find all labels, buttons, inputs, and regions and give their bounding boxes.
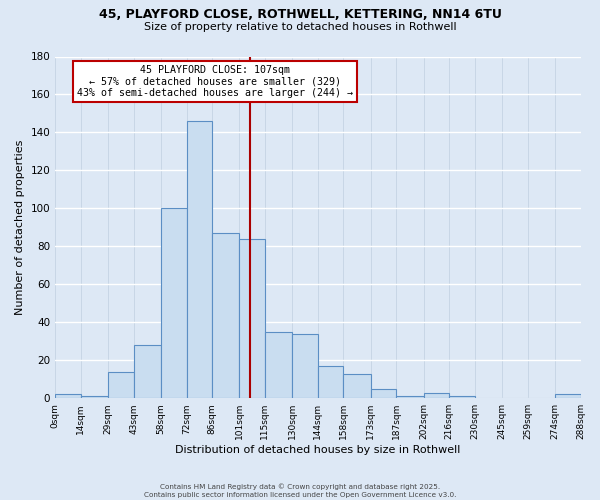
Bar — [81, 396, 108, 398]
Bar — [371, 388, 396, 398]
Bar — [187, 121, 212, 398]
Bar — [343, 374, 371, 398]
X-axis label: Distribution of detached houses by size in Rothwell: Distribution of detached houses by size … — [175, 445, 461, 455]
Bar — [449, 396, 475, 398]
Bar — [161, 208, 187, 398]
Bar — [555, 394, 581, 398]
Bar — [424, 392, 449, 398]
Bar — [239, 238, 265, 398]
Y-axis label: Number of detached properties: Number of detached properties — [15, 140, 25, 315]
Bar — [318, 366, 343, 398]
Bar — [55, 394, 81, 398]
Text: Size of property relative to detached houses in Rothwell: Size of property relative to detached ho… — [143, 22, 457, 32]
Text: 45 PLAYFORD CLOSE: 107sqm
← 57% of detached houses are smaller (329)
43% of semi: 45 PLAYFORD CLOSE: 107sqm ← 57% of detac… — [77, 65, 353, 98]
Text: 45, PLAYFORD CLOSE, ROTHWELL, KETTERING, NN14 6TU: 45, PLAYFORD CLOSE, ROTHWELL, KETTERING,… — [98, 8, 502, 20]
Bar — [265, 332, 292, 398]
Text: Contains HM Land Registry data © Crown copyright and database right 2025.
Contai: Contains HM Land Registry data © Crown c… — [144, 484, 456, 498]
Bar — [292, 334, 318, 398]
Bar — [134, 345, 161, 398]
Bar — [396, 396, 424, 398]
Bar — [212, 233, 239, 398]
Bar — [108, 372, 134, 398]
